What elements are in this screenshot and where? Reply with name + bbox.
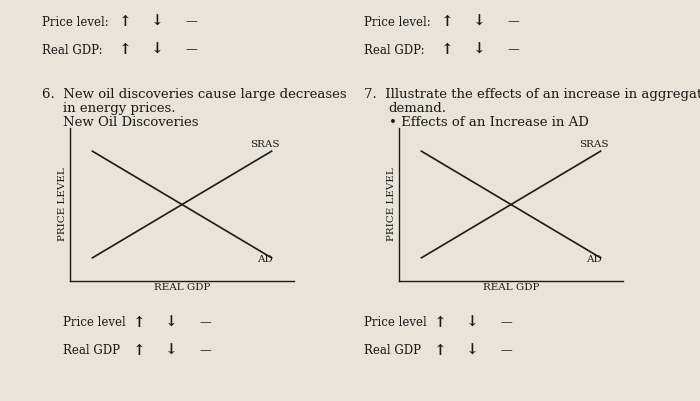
Text: ↑: ↑ xyxy=(434,344,447,358)
Text: New Oil Discoveries: New Oil Discoveries xyxy=(63,116,199,129)
Text: —: — xyxy=(199,344,211,357)
Text: • Effects of an Increase in AD: • Effects of an Increase in AD xyxy=(389,116,589,129)
Text: Real GDP:: Real GDP: xyxy=(42,44,103,57)
Text: ↓: ↓ xyxy=(466,316,478,330)
Text: ↑: ↑ xyxy=(441,43,454,57)
Text: 7.  Illustrate the effects of an increase in aggregate: 7. Illustrate the effects of an increase… xyxy=(364,88,700,101)
Text: Real GDP: Real GDP xyxy=(63,344,120,357)
Text: ↓: ↓ xyxy=(466,344,478,358)
Text: 6.  New oil discoveries cause large decreases: 6. New oil discoveries cause large decre… xyxy=(42,88,346,101)
Text: —: — xyxy=(500,316,512,329)
Text: Real GDP: Real GDP xyxy=(364,344,421,357)
Text: ↓: ↓ xyxy=(150,43,163,57)
Text: Price level: Price level xyxy=(63,316,126,329)
Text: Price level:: Price level: xyxy=(364,16,430,28)
Text: ↑: ↑ xyxy=(119,43,132,57)
Text: —: — xyxy=(186,16,197,28)
Text: ↑: ↑ xyxy=(119,15,132,29)
Text: AD: AD xyxy=(257,255,273,264)
X-axis label: REAL GDP: REAL GDP xyxy=(154,284,210,292)
Text: demand.: demand. xyxy=(389,102,447,115)
Text: —: — xyxy=(199,316,211,329)
Text: ↓: ↓ xyxy=(164,344,177,358)
Text: ↑: ↑ xyxy=(133,316,146,330)
Y-axis label: PRICE LEVEL: PRICE LEVEL xyxy=(58,168,67,241)
Text: ↓: ↓ xyxy=(164,316,177,330)
Text: in energy prices.: in energy prices. xyxy=(63,102,176,115)
Text: —: — xyxy=(508,44,519,57)
Text: ↑: ↑ xyxy=(441,15,454,29)
Text: ↑: ↑ xyxy=(133,344,146,358)
Y-axis label: PRICE LEVEL: PRICE LEVEL xyxy=(387,168,396,241)
Text: —: — xyxy=(500,344,512,357)
Text: SRAS: SRAS xyxy=(579,140,608,149)
Text: ↑: ↑ xyxy=(434,316,447,330)
Text: Price level: Price level xyxy=(364,316,427,329)
Text: Real GDP:: Real GDP: xyxy=(364,44,425,57)
X-axis label: REAL GDP: REAL GDP xyxy=(483,284,539,292)
Text: AD: AD xyxy=(586,255,602,264)
Text: ↓: ↓ xyxy=(150,15,163,29)
Text: —: — xyxy=(508,16,519,28)
Text: ↓: ↓ xyxy=(473,15,485,29)
Text: Price level:: Price level: xyxy=(42,16,108,28)
Text: ↓: ↓ xyxy=(473,43,485,57)
Text: SRAS: SRAS xyxy=(250,140,279,149)
Text: —: — xyxy=(186,44,197,57)
